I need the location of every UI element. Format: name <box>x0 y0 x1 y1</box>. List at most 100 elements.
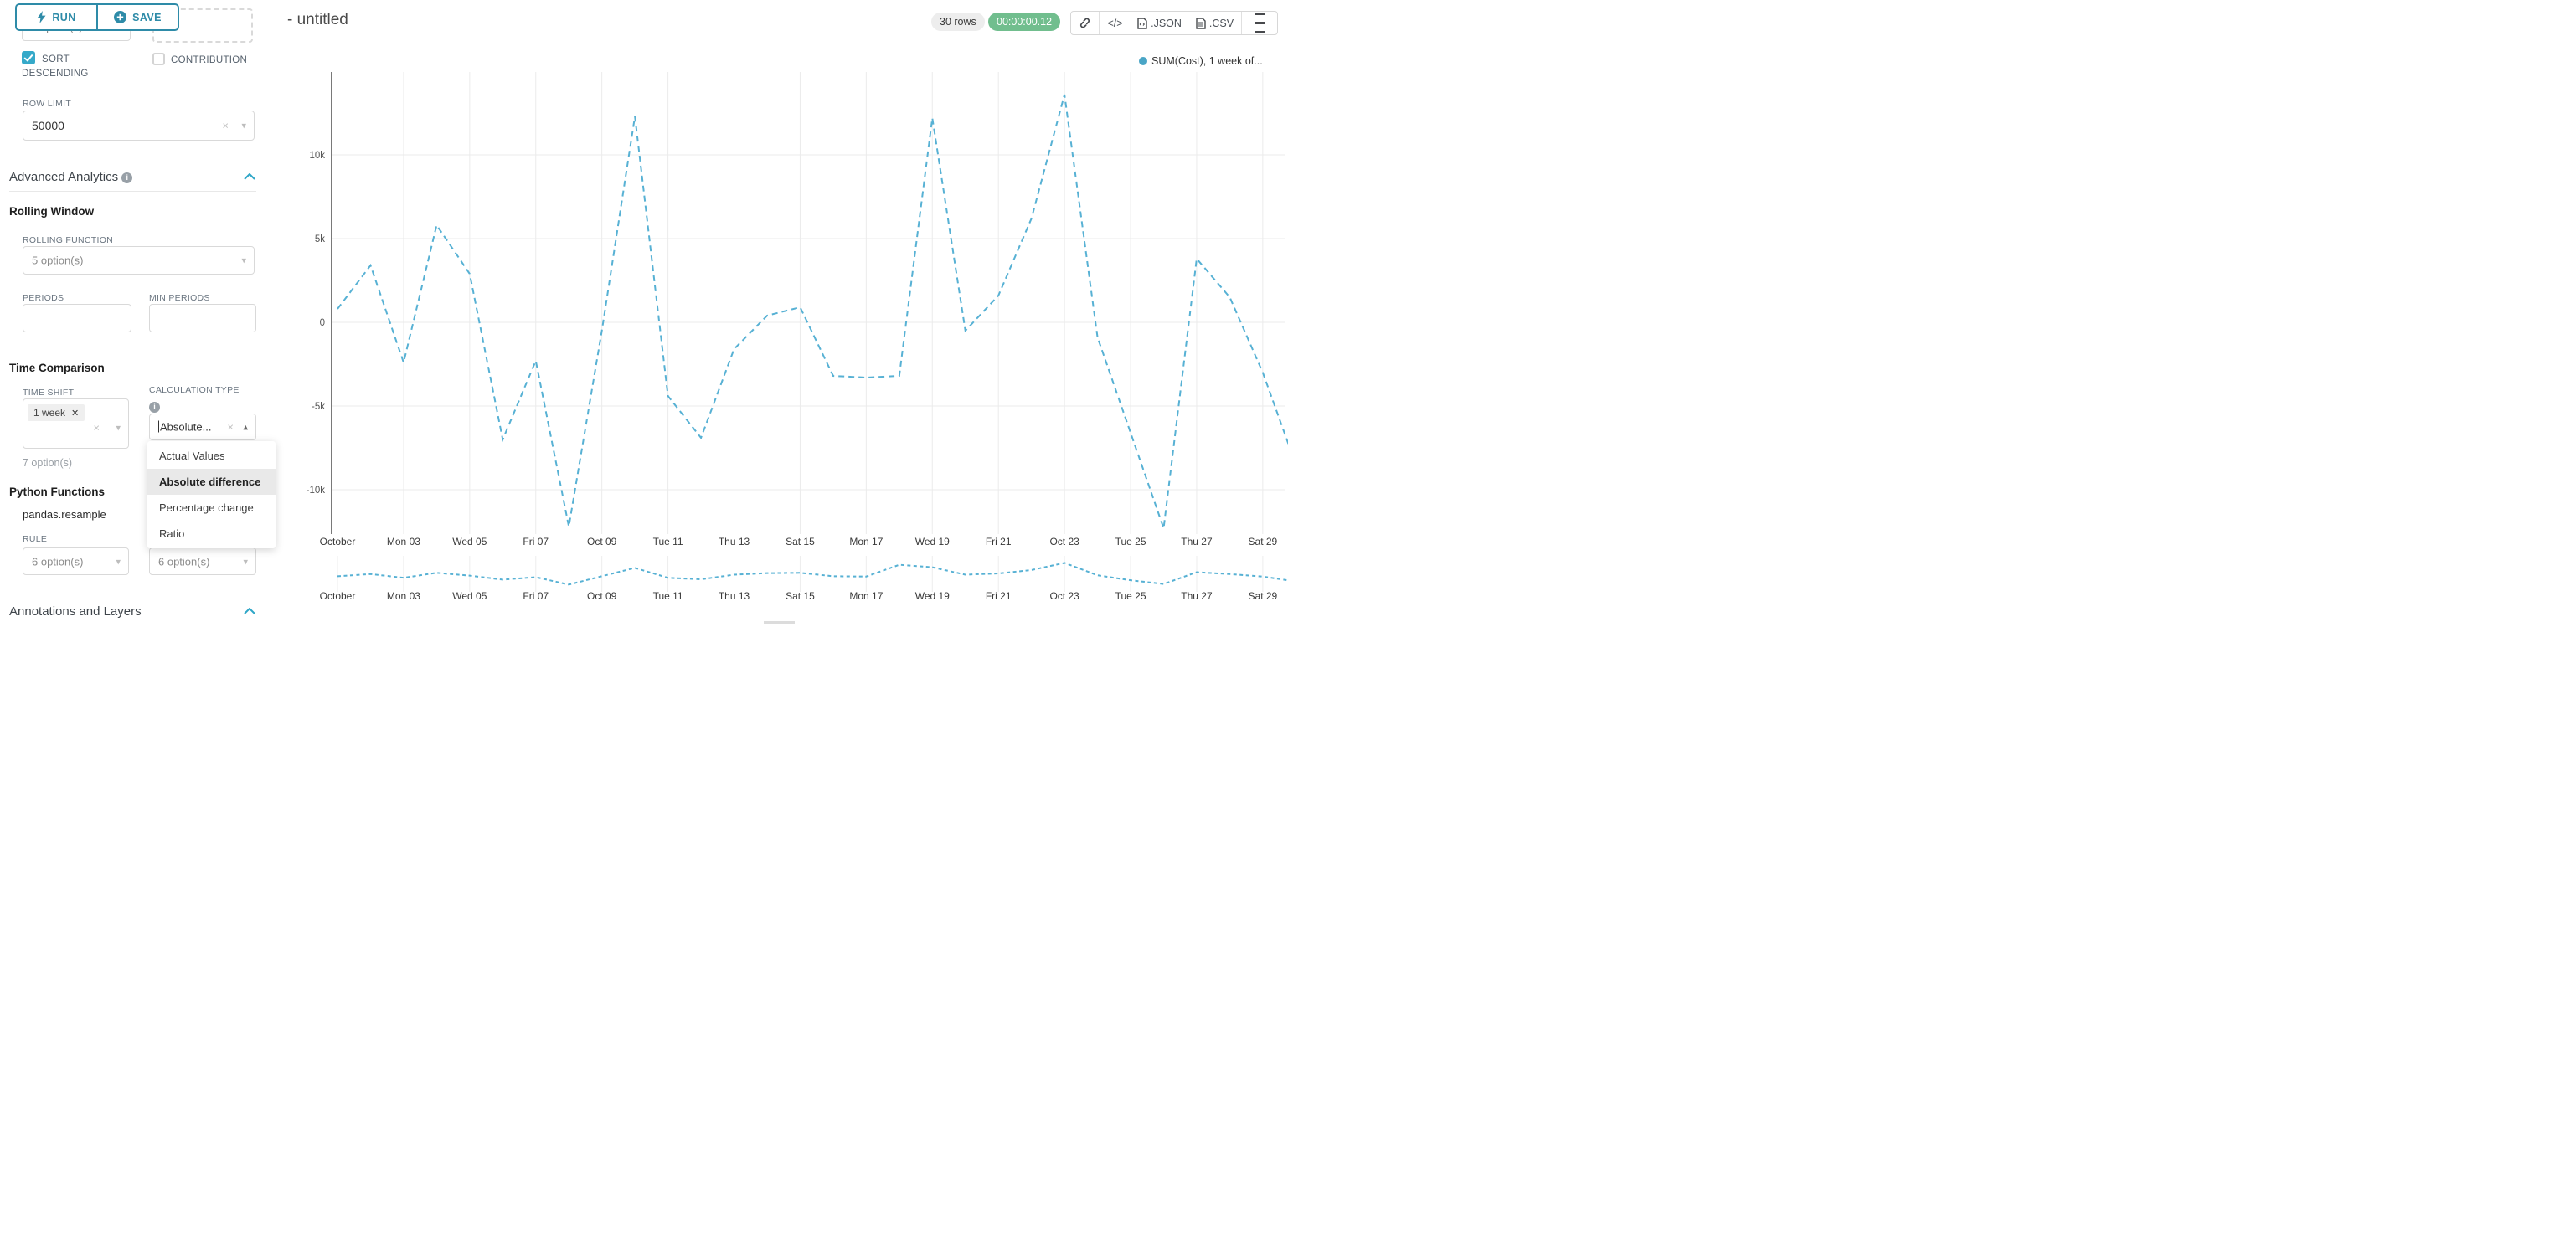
x-tick-label: Sat 29 <box>1249 536 1278 547</box>
save-button-label: SAVE <box>132 11 162 23</box>
legend-label: SUM(Cost), 1 week of... <box>1151 55 1263 67</box>
menu-icon[interactable] <box>1241 12 1277 34</box>
info-icon: i <box>121 172 133 183</box>
dropdown-option[interactable]: Percentage change <box>159 501 254 514</box>
text-cursor <box>158 420 159 433</box>
run-button[interactable]: RUN <box>17 5 96 29</box>
x-tick-label: Thu 13 <box>719 536 750 547</box>
plus-circle-icon <box>114 11 127 23</box>
y-tick-label: -10k <box>307 486 326 496</box>
python-functions-title: Python Functions <box>9 486 105 498</box>
preview-x-tick-label: Mon 17 <box>849 590 883 602</box>
caret-down-icon[interactable]: ▾ <box>241 255 246 266</box>
y-tick-label: -5k <box>312 402 325 412</box>
method-select[interactable]: 6 option(s) ▾ <box>149 547 256 575</box>
caret-down-icon[interactable]: ▾ <box>241 121 246 131</box>
preview-x-tick-label: Mon 03 <box>387 590 420 602</box>
x-tick-label: Oct 23 <box>1049 536 1079 547</box>
dropdown-option[interactable]: Ratio <box>159 527 185 540</box>
legend[interactable]: SUM(Cost), 1 week of... <box>1139 55 1263 67</box>
main-chart[interactable]: 10k 5k 0 -5k -10k October Mon 03 Wed 05 Fri 07 Oc… <box>270 0 1288 624</box>
y-tick-label: 10k <box>309 151 325 161</box>
contribution-label: CONTRIBUTION <box>171 55 248 65</box>
view-query-button[interactable]: </> <box>1099 12 1131 34</box>
preview-x-tick-label: Sat 15 <box>786 590 815 602</box>
brush-handle[interactable] <box>764 621 795 624</box>
rolling-function-select[interactable]: 5 option(s) ▾ <box>23 246 255 275</box>
run-save-buttons: RUN SAVE <box>15 3 179 31</box>
x-tick-label: Wed 05 <box>452 536 487 547</box>
preview-x-tick-label: Wed 05 <box>452 590 487 602</box>
annotations-header[interactable]: Annotations and Layers <box>9 604 142 619</box>
dropdown-option-selected[interactable]: Absolute difference <box>147 469 276 495</box>
preview-x-tick-label: Wed 19 <box>915 590 950 602</box>
rolling-function-label: ROLLING FUNCTION <box>23 235 114 245</box>
preview-x-tick-label: Oct 09 <box>587 590 617 602</box>
x-tick-label: October <box>320 536 356 547</box>
export-json-button[interactable]: .JSON <box>1131 12 1188 34</box>
preview-x-tick-label: October <box>320 590 356 602</box>
share-link-button[interactable] <box>1071 12 1099 34</box>
x-tick-label: Fri 07 <box>523 536 549 547</box>
sort-descending-checkbox[interactable] <box>22 51 35 64</box>
caret-down-icon[interactable]: ▾ <box>243 557 248 567</box>
rule-value: 6 option(s) <box>32 555 84 568</box>
rolling-window-title: Rolling Window <box>9 205 95 218</box>
x-tick-label: Mon 03 <box>387 536 420 547</box>
calculation-type-label: CALCULATION TYPE <box>149 385 240 395</box>
run-button-label: RUN <box>52 11 76 23</box>
x-tick-label: Sat 15 <box>786 536 815 547</box>
row-limit-label: ROW LIMIT <box>23 99 72 109</box>
advanced-analytics-header[interactable]: Advanced Analytics i <box>9 170 133 184</box>
sort-descending-label: SORT DESCENDING <box>22 54 89 79</box>
x-tick-label: Tue 11 <box>653 536 683 547</box>
rolling-function-value: 5 option(s) <box>32 254 84 267</box>
x-tick-label: Thu 27 <box>1181 536 1213 547</box>
dropdown-option[interactable]: Actual Values <box>159 450 225 462</box>
clear-icon[interactable]: × <box>227 420 234 434</box>
chart-title[interactable]: - untitled <box>287 11 348 28</box>
preview-x-tick-label: Oct 23 <box>1049 590 1079 602</box>
row-limit-value: 50000 <box>32 119 64 132</box>
x-tick-label: Mon 17 <box>849 536 883 547</box>
chevron-up-icon[interactable] <box>244 173 255 180</box>
x-tick-label: Tue 25 <box>1115 536 1146 547</box>
caret-up-icon[interactable]: ▴ <box>243 422 248 433</box>
row-limit-select[interactable]: 50000 × ▾ <box>23 111 255 141</box>
periods-input[interactable] <box>23 304 131 332</box>
link-icon <box>1079 18 1090 28</box>
calculation-type-select[interactable]: Absolute... × ▴ <box>149 414 256 440</box>
export-toolbar: </> .JSON .CSV <box>1070 11 1278 35</box>
preview-x-tick-label: Fri 21 <box>986 590 1012 602</box>
time-shift-label: TIME SHIFT <box>23 388 75 398</box>
file-text-icon <box>1196 17 1206 29</box>
time-shift-hint: 7 option(s) <box>23 457 73 469</box>
x-tick-label: Oct 09 <box>587 536 617 547</box>
clear-icon[interactable]: × <box>93 421 100 434</box>
time-shift-tag: 1 week ✕ <box>28 404 85 421</box>
x-tick-label: Fri 21 <box>986 536 1012 547</box>
preview-x-tick-label: Sat 29 <box>1249 590 1278 602</box>
x-tick-label: Wed 19 <box>915 536 950 547</box>
rule-select[interactable]: 6 option(s) ▾ <box>23 547 129 575</box>
section-divider <box>9 191 256 192</box>
tag-close-icon[interactable]: ✕ <box>71 409 80 419</box>
bolt-icon <box>37 11 46 23</box>
contribution-checkbox[interactable] <box>152 53 165 65</box>
time-shift-select[interactable]: 1 week ✕ × ▾ <box>23 398 129 449</box>
min-periods-label: MIN PERIODS <box>149 293 210 303</box>
preview-x-tick-label: Tue 25 <box>1115 590 1146 602</box>
min-periods-input[interactable] <box>149 304 256 332</box>
calculation-type-dropdown: Actual Values Absolute difference Percen… <box>147 441 276 548</box>
preview-x-tick-label: Tue 11 <box>653 590 683 602</box>
chevron-up-icon[interactable] <box>244 608 255 614</box>
caret-down-icon[interactable]: ▾ <box>116 557 121 567</box>
clear-icon[interactable]: × <box>222 119 229 132</box>
legend-dot <box>1139 57 1147 65</box>
export-csv-button[interactable]: .CSV <box>1188 12 1241 34</box>
time-comparison-title: Time Comparison <box>9 362 105 374</box>
caret-down-icon[interactable]: ▾ <box>116 423 121 434</box>
query-timer-badge: 00:00:00.12 <box>988 13 1061 31</box>
python-function-name: pandas.resample <box>23 508 106 521</box>
save-button[interactable]: SAVE <box>96 5 178 29</box>
